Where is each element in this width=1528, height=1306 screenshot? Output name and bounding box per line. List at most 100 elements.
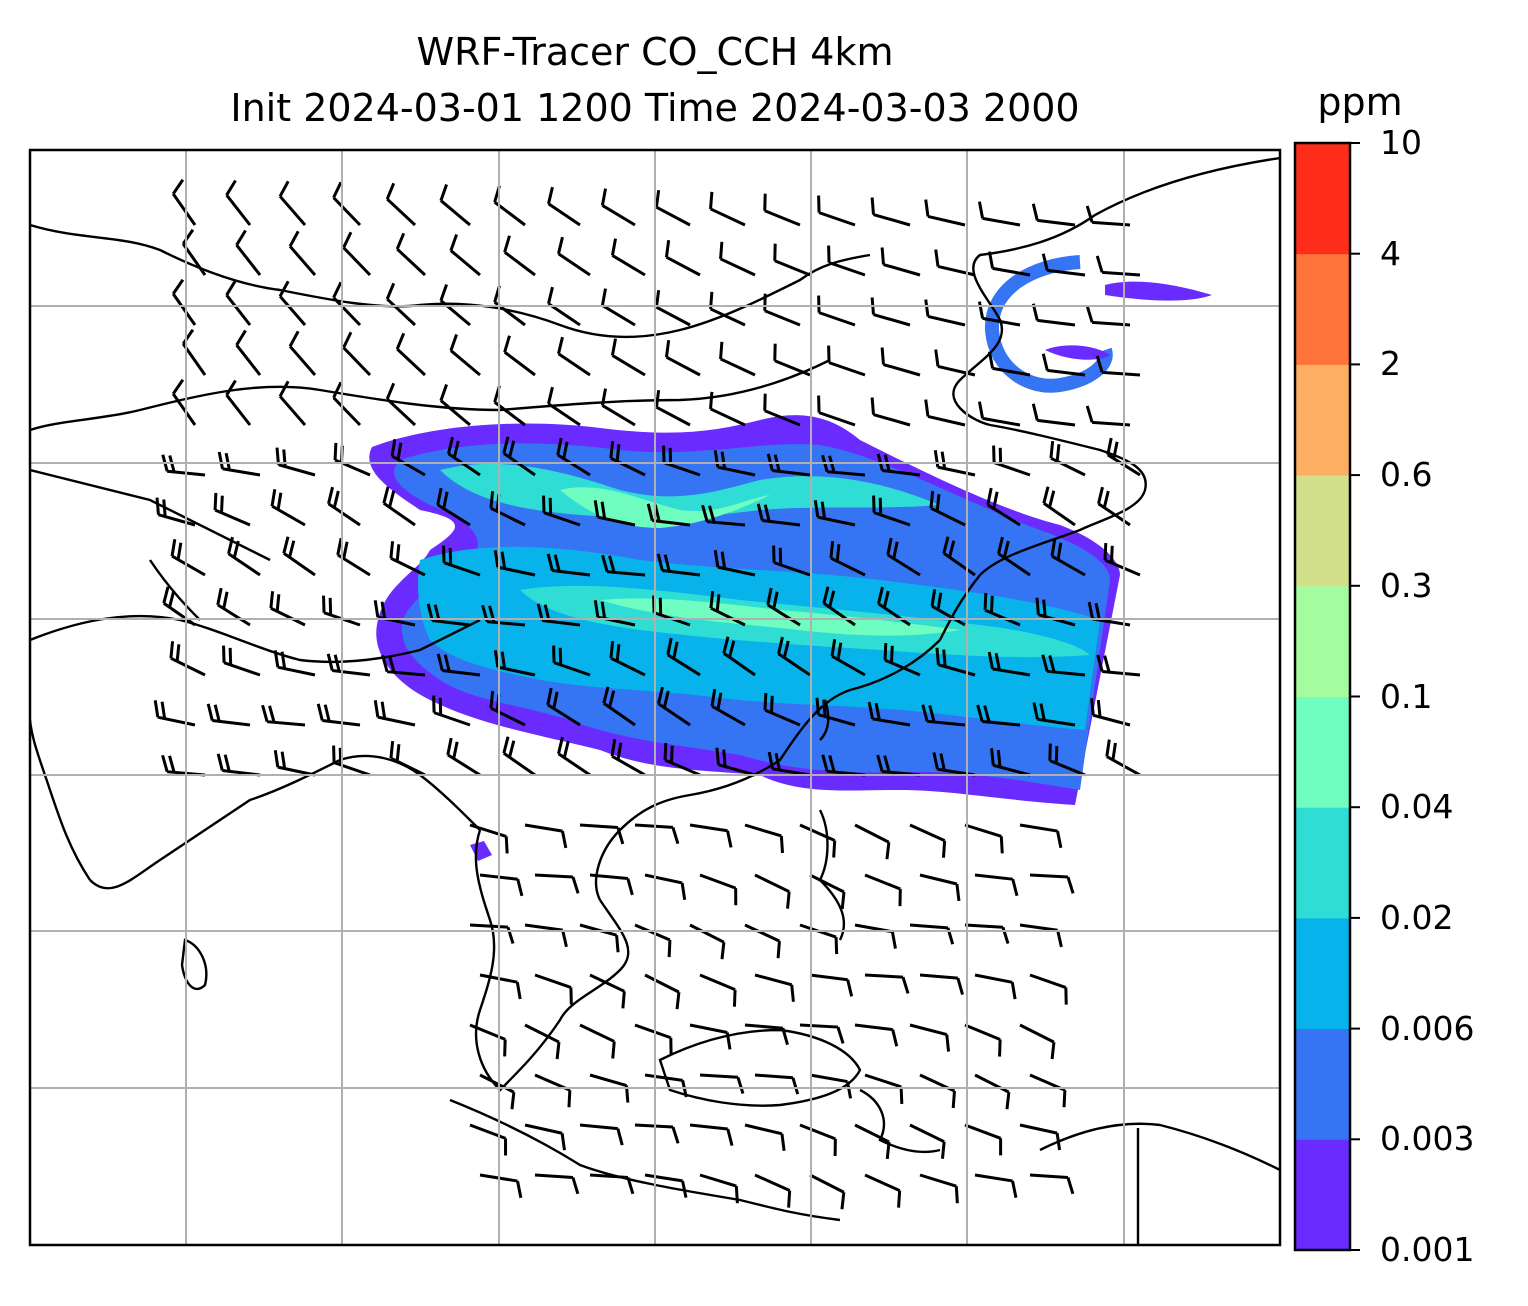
wind-barb bbox=[710, 689, 746, 727]
colorbar-tick-label: 0.6 bbox=[1380, 455, 1433, 495]
wind-barb bbox=[336, 537, 371, 577]
wind-barb bbox=[524, 823, 568, 849]
wind-barb bbox=[524, 1123, 566, 1151]
wind-barb bbox=[1095, 255, 1141, 277]
wind-barb bbox=[744, 823, 784, 854]
wind-barb bbox=[479, 1173, 523, 1199]
wind-barb bbox=[644, 973, 681, 1010]
colorbar-tick-label: 0.001 bbox=[1380, 1230, 1475, 1269]
wind-barb bbox=[282, 536, 316, 577]
wind-barb bbox=[601, 554, 646, 577]
wind-barb bbox=[439, 183, 471, 227]
wind-barb bbox=[987, 651, 1031, 677]
wind-barb bbox=[634, 1023, 673, 1055]
coast-india bbox=[30, 719, 91, 881]
wind-barb bbox=[657, 686, 691, 727]
wind-barb bbox=[442, 545, 481, 577]
wind-barb bbox=[261, 704, 306, 727]
wind-barb bbox=[924, 399, 966, 427]
wind-barb bbox=[699, 973, 737, 1007]
wind-barb bbox=[929, 491, 966, 527]
wind-barb bbox=[382, 486, 416, 527]
wind-barb bbox=[909, 1123, 946, 1159]
wind-barb bbox=[827, 345, 866, 377]
wind-barb bbox=[744, 1023, 789, 1046]
wind-barb bbox=[1041, 253, 1086, 277]
wind-barb bbox=[772, 545, 811, 577]
wind-barb bbox=[270, 488, 306, 527]
wind-barb bbox=[579, 1023, 616, 1059]
wind-barb bbox=[1096, 654, 1141, 677]
wind-barb bbox=[432, 695, 471, 727]
wind-barb bbox=[1029, 1073, 1067, 1108]
wind-barb bbox=[699, 1073, 745, 1095]
wind-barb bbox=[924, 299, 966, 327]
wind-barb bbox=[439, 283, 471, 327]
wind-barb bbox=[766, 587, 801, 627]
wind-barb bbox=[275, 447, 316, 477]
coastlines bbox=[30, 156, 1280, 1245]
wind-barb bbox=[654, 190, 691, 227]
wind-barb bbox=[436, 653, 481, 677]
coast-sulawesi bbox=[859, 1088, 941, 1154]
wind-barb bbox=[589, 973, 626, 1009]
wind-barb bbox=[719, 341, 756, 377]
wind-barb bbox=[654, 290, 691, 327]
wind-barb bbox=[773, 243, 811, 277]
wind-barb bbox=[689, 1123, 734, 1146]
wind-barb bbox=[600, 288, 636, 327]
colorbar-segment bbox=[1295, 807, 1350, 919]
border-himalaya bbox=[30, 614, 481, 664]
coast-sri-lanka bbox=[180, 938, 208, 991]
wind-barb bbox=[664, 240, 701, 277]
wind-barb bbox=[153, 700, 196, 727]
wind-barb bbox=[799, 923, 839, 955]
wind-barb bbox=[1095, 355, 1141, 377]
wind-barb bbox=[799, 1023, 845, 1044]
wind-barb bbox=[713, 450, 756, 477]
wind-barb bbox=[1032, 702, 1076, 727]
wind-barb bbox=[777, 636, 811, 677]
wind-barb bbox=[773, 343, 811, 377]
wind-barb bbox=[867, 701, 911, 727]
colorbar-tick-label: 0.1 bbox=[1380, 676, 1433, 716]
wind-barb bbox=[332, 381, 362, 427]
colorbar-segment bbox=[1295, 253, 1350, 365]
wind-barb bbox=[1031, 203, 1076, 227]
wind-barb bbox=[524, 923, 568, 948]
wind-barb bbox=[469, 1123, 508, 1156]
wind-barb bbox=[288, 230, 317, 276]
wind-barb bbox=[556, 437, 591, 477]
wind-barb bbox=[974, 1073, 1011, 1110]
wind-barb bbox=[713, 550, 756, 577]
wind-barb bbox=[933, 450, 976, 477]
wind-barb bbox=[171, 178, 197, 226]
wind-barb bbox=[870, 197, 911, 227]
wind-barb bbox=[827, 245, 866, 277]
wind-barb bbox=[715, 747, 756, 777]
colorbar-tick-label: 4 bbox=[1380, 233, 1401, 273]
wind-barb bbox=[974, 973, 1017, 1000]
wind-barb bbox=[1019, 823, 1063, 849]
wind-barb bbox=[1031, 403, 1076, 427]
wind-barb bbox=[332, 745, 371, 777]
plume-small-patch bbox=[470, 841, 492, 861]
wind-barb bbox=[919, 973, 964, 995]
wind-barb bbox=[664, 340, 701, 377]
coast-new-guinea bbox=[1039, 1122, 1280, 1172]
wind-barb bbox=[997, 536, 1031, 577]
wind-barb bbox=[609, 441, 646, 477]
wind-barb bbox=[799, 823, 837, 858]
border-internal-1 bbox=[30, 468, 271, 562]
wind-barb bbox=[493, 550, 536, 577]
wind-barb bbox=[547, 286, 581, 327]
wind-barb bbox=[817, 195, 856, 227]
wind-barb bbox=[883, 642, 921, 677]
wind-barb bbox=[579, 823, 625, 845]
wind-barb bbox=[754, 1173, 792, 1208]
wind-barb bbox=[552, 645, 591, 677]
wind-barb bbox=[524, 1023, 561, 1060]
coast-sumatra-java bbox=[449, 1098, 841, 1222]
wind-barb bbox=[557, 236, 591, 277]
wind-barb bbox=[278, 380, 307, 426]
